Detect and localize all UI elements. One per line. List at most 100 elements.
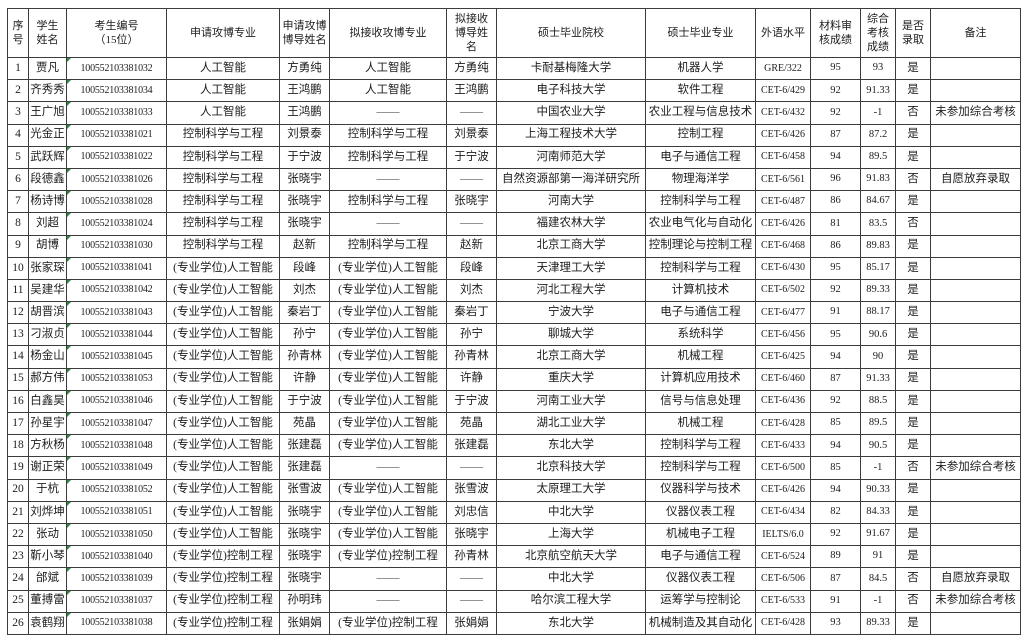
cell-remarks [930,123,1021,147]
cell-material-review-score: 94 [810,145,861,169]
cell-student-name: 胡晋滨 [28,301,67,325]
cell-foreign-language: CET-6/506 [755,567,811,591]
cell-applied-phd-major: (专业学位)人工智能 [166,434,280,458]
cell-remarks [930,56,1021,81]
cell-applied-phd-advisor: 赵新 [279,234,330,258]
cell-applied-phd-major: (专业学位)人工智能 [166,367,280,391]
admission-results-table: 序 号学生 姓名 考生编号 （15位） 申请攻博专业 申请攻博 博导姓名 拟接收攻博专业… [7,8,1021,635]
cell-proposed-phd-advisor: —— [446,212,497,236]
cell-index: 3 [7,101,29,125]
candidate-id-text: 100552103381034 [80,84,153,96]
cell-candidate-id: 100552103381044 [66,323,167,347]
cell-remarks [930,323,1021,347]
excel-error-indicator-icon [67,102,71,107]
cell-proposed-phd-major: —— [329,101,447,125]
cell-applied-phd-advisor: 刘景泰 [279,123,330,147]
col-header-material-review-score: 材料审 核成绩 [810,8,861,58]
cell-master-school: 聊城大学 [496,323,646,347]
excel-error-indicator-icon [67,213,71,218]
cell-material-review-score: 94 [810,345,861,369]
cell-material-review-score: 86 [810,234,861,258]
cell-index: 5 [7,145,29,169]
cell-admitted: 是 [895,522,931,547]
cell-remarks [930,611,1021,635]
cell-candidate-id: 100552103381040 [66,545,167,569]
cell-foreign-language: CET-6/561 [755,167,811,192]
cell-foreign-language: CET-6/430 [755,256,811,280]
cell-applied-phd-advisor: 张娟娟 [279,611,330,635]
col-header-master-major: 硕士毕业专业 [645,8,756,58]
cell-material-review-score: 85 [810,456,861,480]
cell-comprehensive-score: 91.33 [860,79,896,103]
col-header-proposed-phd-advisor: 拟接收 博导姓 名 [446,8,497,58]
cell-candidate-id: 100552103381046 [66,389,167,414]
cell-master-major: 机械电子工程 [645,522,756,547]
cell-applied-phd-advisor: 张雪波 [279,478,330,502]
cell-proposed-phd-major: 控制科学与工程 [329,123,447,147]
table-row: 13 刁淑贞 100552103381044 (专业学位)人工智能 孙宁 (专业学位)人工… [7,323,1021,347]
cell-master-school: 东北大学 [496,434,646,458]
cell-student-name: 谢正荣 [28,456,67,480]
candidate-id-text: 100552103381048 [80,439,153,451]
table-row: 15 郝方伟 100552103381053 (专业学位)人工智能 许静 (专业学位)人工… [7,367,1021,391]
cell-student-name: 袁鹤翔 [28,611,67,635]
cell-admitted: 否 [895,167,931,192]
col-header-foreign-language: 外语水平 [755,8,811,58]
cell-comprehensive-score: 91.67 [860,522,896,547]
cell-admitted: 是 [895,278,931,303]
cell-candidate-id: 100552103381021 [66,123,167,147]
cell-student-name: 齐秀秀 [28,79,67,103]
cell-material-review-score: 95 [810,56,861,81]
table-row: 10 张家琛 100552103381041 (专业学位)人工智能 段峰 (专业学位)人工… [7,256,1021,280]
cell-foreign-language: CET-6/429 [755,79,811,103]
cell-comprehensive-score: -1 [860,589,896,613]
cell-comprehensive-score: 89.33 [860,611,896,635]
cell-applied-phd-major: 人工智能 [166,79,280,103]
cell-applied-phd-advisor: 张晓宇 [279,500,330,524]
cell-master-school: 北京工商大学 [496,234,646,258]
cell-material-review-score: 87 [810,367,861,391]
candidate-id-text: 100552103381037 [80,595,153,607]
excel-error-indicator-icon [67,413,71,417]
cell-comprehensive-score: 88.17 [860,301,896,325]
cell-master-major: 控制科学与工程 [645,190,756,214]
cell-master-school: 卡耐基梅隆大学 [496,56,646,81]
cell-remarks [930,522,1021,547]
cell-candidate-id: 100552103381041 [66,256,167,280]
cell-index: 6 [7,167,29,192]
cell-master-school: 北京科技大学 [496,456,646,480]
table-row: 24 邰斌 100552103381039 (专业学位)控制工程 张晓宇 —— —— 中北大学… [7,567,1021,591]
table-row: 3 王广旭 100552103381033 人工智能 王鸿鹏 —— —— 中国农业大学 农业工程… [7,101,1021,125]
cell-index: 14 [7,345,29,369]
cell-applied-phd-major: 控制科学与工程 [166,167,280,192]
cell-proposed-phd-major: —— [329,167,447,192]
cell-remarks: 未参加综合考核 [930,589,1021,613]
cell-comprehensive-score: 89.83 [860,234,896,258]
cell-proposed-phd-advisor: 刘景泰 [446,123,497,147]
cell-student-name: 武跃辉 [28,145,67,169]
cell-master-school: 哈尔滨工程大学 [496,589,646,613]
cell-applied-phd-advisor: 张晓宇 [279,522,330,547]
cell-applied-phd-major: (专业学位)人工智能 [166,389,280,414]
cell-master-major: 仪器科学与技术 [645,478,756,502]
cell-proposed-phd-major: (专业学位)人工智能 [329,301,447,325]
cell-material-review-score: 92 [810,278,861,303]
cell-proposed-phd-advisor: 苑晶 [446,411,497,436]
cell-applied-phd-major: (专业学位)人工智能 [166,323,280,347]
cell-applied-phd-major: (专业学位)人工智能 [166,456,280,480]
cell-foreign-language: CET-6/456 [755,323,811,347]
col-header-applied-phd-advisor: 申请攻博 博导姓名 [279,8,330,58]
cell-proposed-phd-major: (专业学位)人工智能 [329,389,447,414]
candidate-id-text: 100552103381053 [80,373,153,385]
candidate-id-text: 100552103381030 [80,240,153,252]
cell-applied-phd-advisor: 王鸿鹏 [279,79,330,103]
cell-proposed-phd-major: (专业学位)人工智能 [329,478,447,502]
cell-applied-phd-major: (专业学位)控制工程 [166,611,280,635]
cell-applied-phd-major: 控制科学与工程 [166,123,280,147]
cell-applied-phd-major: 人工智能 [166,56,280,81]
cell-applied-phd-major: 控制科学与工程 [166,145,280,169]
candidate-id-text: 100552103381045 [80,351,153,363]
candidate-id-text: 100552103381040 [80,550,153,562]
cell-student-name: 邰斌 [28,567,67,591]
cell-material-review-score: 92 [810,389,861,414]
